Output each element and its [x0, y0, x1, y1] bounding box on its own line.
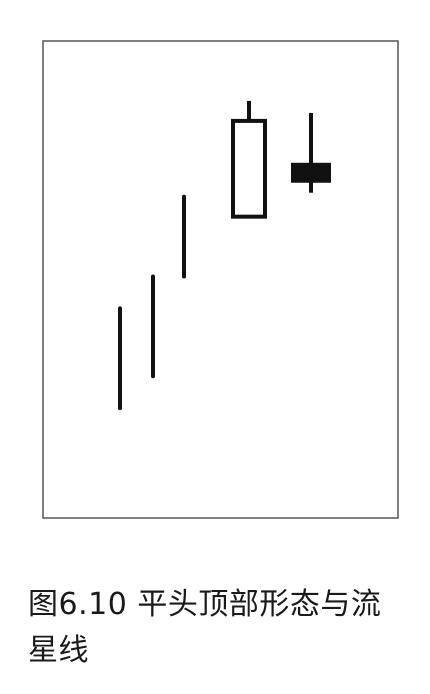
chart-frame: [43, 41, 398, 518]
figure-caption: 图6.10 平头顶部形态与流星线: [28, 582, 408, 674]
candlestick-figure: [0, 0, 430, 560]
candle-5-body: [293, 165, 329, 181]
candle-4-body: [233, 121, 265, 217]
